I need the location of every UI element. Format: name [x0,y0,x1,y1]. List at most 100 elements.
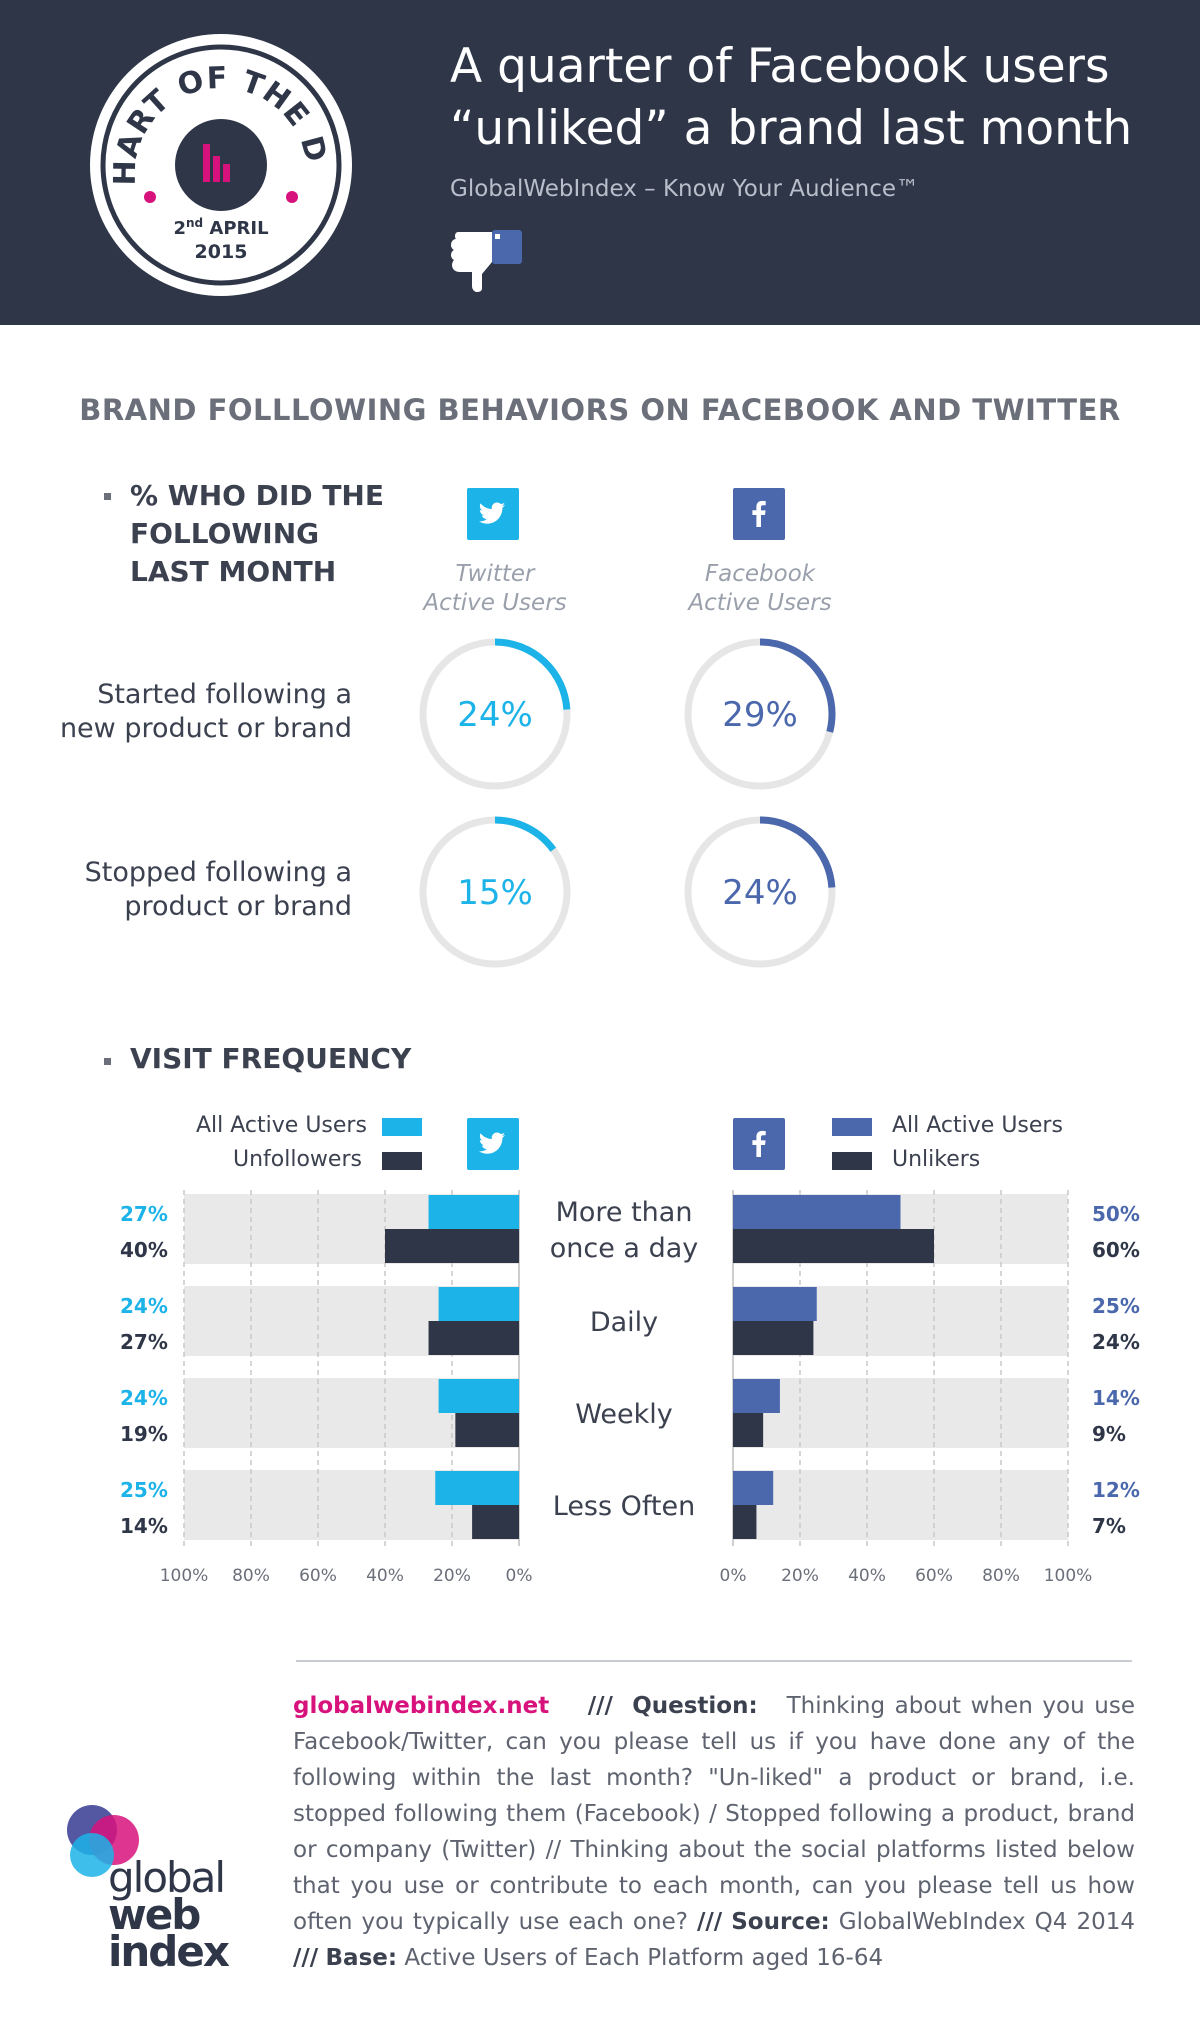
page-subtitle: GlobalWebIndex – Know Your Audience™ [450,176,920,202]
heading-bullet [104,1058,111,1065]
tick-label: 60% [915,1566,953,1586]
label-line: Active Users [423,590,567,616]
label-line: Stopped following a [84,857,352,888]
source-text: GlobalWebIndex Q4 2014 [838,1909,1135,1935]
data-label-facebook-all: 25% [1092,1294,1140,1318]
started-following-label: Started following a new product or brand [22,678,352,746]
followed-heading-line: LAST MONTH [130,555,337,588]
twitter-active-users-label: Twitter Active Users [395,560,595,618]
data-label-facebook-unlikers: 7% [1092,1514,1126,1538]
followed-heading: % WHO DID THE FOLLOWING LAST MONTH [130,477,410,591]
heading-bullet [104,493,111,500]
bar-facebook-all [733,1379,780,1413]
bar-facebook-all [733,1471,774,1505]
legend-swatch-twitter-all [382,1118,422,1136]
source-separator: /// [696,1909,723,1935]
twitter-legend-unfollowers: Unfollowers [233,1147,362,1172]
bar-twitter-unfollowers [385,1229,519,1263]
tick-label: 60% [299,1566,337,1586]
tick-label: 20% [433,1566,471,1586]
badge-year: 2015 [195,241,248,263]
bar-twitter-all [435,1471,519,1505]
badge-day-suffix: nd [186,216,203,230]
donut-arc [494,638,571,710]
tick-label: 100% [160,1566,209,1586]
category-label: Weekly [575,1399,672,1430]
label-line: Started following a [97,679,352,710]
label-line: new product or brand [59,713,352,744]
donut-started-twitter: 24% [419,638,571,790]
category-label: Less Often [553,1491,696,1522]
row-background [733,1378,1068,1448]
stopped-following-label: Stopped following a product or brand [22,856,352,924]
logo-word-global: global [108,1853,226,1902]
page-title: A quarter of Facebook users “unliked” a … [450,36,1170,160]
base-separator: /// [293,1945,319,1971]
tick-label: 20% [781,1566,819,1586]
donut-arc [494,816,557,852]
bar-twitter-all [428,1195,519,1229]
data-label-twitter-unfollowers: 14% [120,1514,168,1538]
data-label-facebook-all: 12% [1092,1478,1140,1502]
category-label: Daily [590,1307,658,1338]
bar-twitter-all [438,1287,519,1321]
tick-label: 100% [1044,1566,1093,1586]
visit-frequency-heading: VISIT FREQUENCY [130,1042,412,1075]
header-banner: CHART OF THE DAY 2nd APRIL 2015 A quarte… [0,0,1200,325]
question-text: Thinking about when you use Facebook/Twi… [293,1693,1136,1935]
data-label-twitter-all: 24% [120,1294,168,1318]
donut-value: 24% [457,695,533,735]
base-text: Active Users of Each Platform aged 16-64 [404,1945,884,1971]
footer-site-link[interactable]: globalwebindex.net [293,1693,550,1719]
question-label: Question: [632,1693,758,1719]
tick-label: 0% [720,1566,747,1586]
globalwebindex-logo-icon [67,1805,139,1877]
data-label-twitter-unfollowers: 27% [120,1330,168,1354]
data-label-facebook-unlikers: 60% [1092,1238,1140,1262]
bar-facebook-all [733,1287,817,1321]
bar-facebook-unlikers [733,1321,814,1355]
question-separator: /// [587,1693,613,1719]
bar-twitter-unfollowers [428,1321,519,1355]
data-label-facebook-all: 50% [1092,1202,1140,1226]
badge-month: APRIL [209,218,268,239]
donut-arc [759,638,836,733]
category-label: once a day [550,1233,698,1264]
data-label-twitter-unfollowers: 19% [120,1422,168,1446]
legend-swatch-facebook-unlikers [832,1152,872,1170]
footer-notes: globalwebindex.net /// Question: Thinkin… [293,1688,1135,1976]
bar-facebook-unlikers [733,1229,934,1263]
logo-word-web: web [108,1890,201,1939]
row-background [733,1470,1068,1540]
svg-text:2nd APRIL: 2nd APRIL [173,216,268,239]
donut-stopped-twitter: 15% [419,816,571,968]
label-line: Twitter [455,561,535,587]
facebook-active-users-label: Facebook Active Users [660,560,860,618]
category-label: More than [556,1197,693,1228]
legend-swatch-facebook-all [832,1118,872,1136]
label-line: product or brand [124,891,352,922]
facebook-legend-unlikers: Unlikers [892,1147,981,1172]
footer-divider [296,1660,1132,1662]
thumbs-down-icon [451,230,522,292]
badge-day: 2 [173,218,186,239]
data-label-facebook-all: 14% [1092,1386,1140,1410]
page-title-line-2: “unliked” a brand last month [450,101,1133,156]
donut-value: 15% [457,873,533,913]
bar-facebook-all [733,1195,901,1229]
label-line: Facebook [704,561,816,587]
tick-label: 40% [366,1566,404,1586]
data-label-facebook-unlikers: 24% [1092,1330,1140,1354]
logo-word-index: index [108,1927,230,1976]
bar-facebook-unlikers [733,1413,764,1447]
followed-heading-line: % WHO DID THE [130,479,384,512]
chart-of-the-day-badge: CHART OF THE DAY 2nd APRIL 2015 [90,34,352,296]
legend-swatch-twitter-unfollowers [382,1152,422,1170]
section-title: BRAND FOLLLOWING BEHAVIORS ON FACEBOOK A… [79,393,1121,427]
data-label-facebook-unlikers: 9% [1092,1422,1126,1446]
visit-frequency-chart: 27% 40% 50% 60% More than once a day 24% 27% 25%… [120,1190,1140,1586]
facebook-icon [733,488,785,540]
source-label: Source: [731,1909,830,1935]
label-line: Active Users [688,590,832,616]
page-title-line-1: A quarter of Facebook users [450,39,1110,94]
